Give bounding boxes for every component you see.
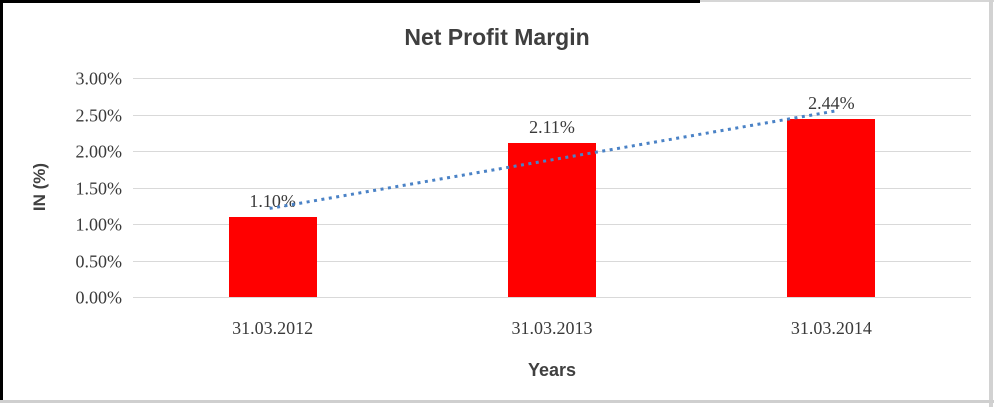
frame-border-bottom — [0, 400, 994, 403]
y-axis-tick-label: 2.50% — [75, 105, 123, 126]
frame-border-top — [0, 0, 700, 3]
frame-border-left — [0, 0, 3, 401]
gridline — [133, 115, 971, 116]
x-category-label: 31.03.2014 — [790, 318, 872, 338]
frame-border-top-right — [700, 0, 994, 2]
y-axis-tick-label: 1.00% — [75, 214, 123, 235]
x-category-label: 31.03.2012 — [232, 318, 314, 338]
y-axis-tick-label: 0.50% — [75, 251, 123, 272]
bar — [508, 143, 596, 297]
bar-data-label: 2.11% — [529, 117, 575, 137]
frame-border-right — [989, 0, 993, 407]
bar-data-label: 2.44% — [808, 93, 855, 113]
x-axis-title: Years — [527, 360, 577, 380]
gridline — [133, 78, 971, 79]
gridline — [133, 297, 971, 298]
chart-title: Net Profit Margin — [404, 24, 590, 50]
bar — [229, 217, 317, 297]
x-category-label: 31.03.2013 — [511, 318, 593, 338]
y-axis-tick-label: 0.00% — [75, 287, 123, 308]
y-axis-tick-label: 2.00% — [75, 141, 123, 162]
bar-data-label: 1.10% — [249, 191, 296, 211]
bar — [787, 119, 875, 297]
y-axis-tick-label: 3.00% — [75, 68, 123, 89]
y-axis-tick-label: 1.50% — [75, 178, 123, 199]
